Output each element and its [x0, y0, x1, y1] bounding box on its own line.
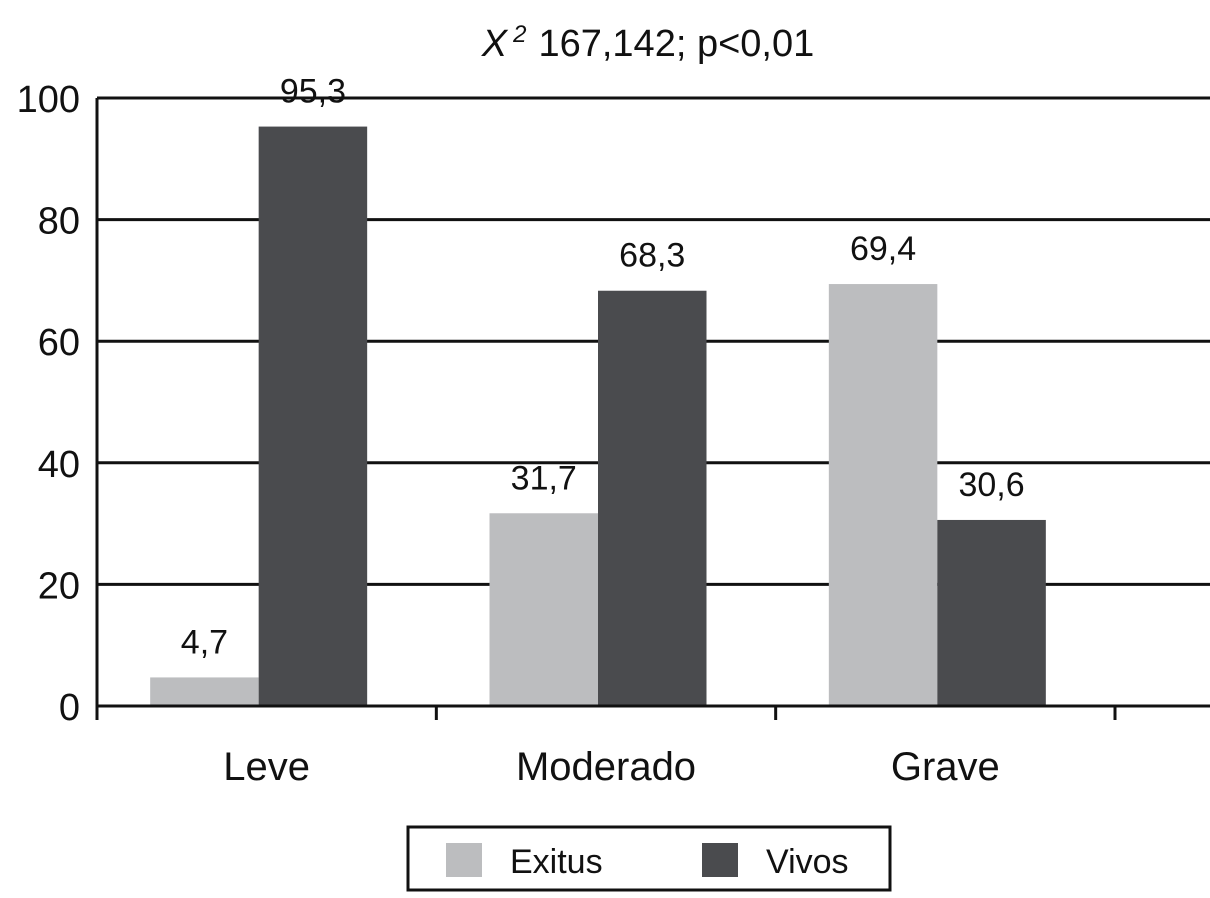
legend-label-exitus: Exitus — [510, 843, 603, 881]
x-tick-label: Leve — [223, 745, 310, 789]
y-tick-label: 40 — [38, 444, 80, 486]
bar-exitus-leve — [150, 677, 259, 706]
data-label: 30,6 — [958, 466, 1024, 504]
data-label: 31,7 — [511, 459, 577, 497]
legend-swatch-vivos — [702, 843, 738, 877]
legend: Exitus Vivos — [406, 825, 892, 892]
x-tick-label: Moderado — [516, 745, 696, 789]
y-tick-label: 20 — [38, 565, 80, 607]
legend-swatch-exitus — [446, 843, 482, 877]
legend-label-vivos: Vivos — [766, 843, 849, 881]
bar-vivos-moderado — [598, 290, 707, 706]
data-label: 95,3 — [280, 73, 346, 111]
y-tick-label: 0 — [59, 687, 80, 729]
chart-title: X 2 167,142; p<0,01 — [481, 21, 814, 65]
bar-exitus-grave — [828, 284, 938, 706]
title-text: 167,142; p<0,01 — [538, 23, 814, 65]
data-label: 68,3 — [619, 237, 685, 275]
y-tick-label: 100 — [17, 79, 80, 121]
title-stat-superscript: 2 — [512, 21, 526, 48]
title-stat-symbol: X — [481, 23, 509, 65]
y-tick-label: 80 — [38, 201, 80, 243]
x-tick-label: Grave — [891, 745, 1000, 789]
legend-box — [406, 825, 892, 892]
bar-vivos-grave — [937, 519, 1046, 706]
bar-vivos-leve — [258, 126, 368, 707]
y-tick-label: 60 — [38, 322, 80, 364]
data-label: 69,4 — [850, 230, 916, 268]
bar-exitus-moderado — [489, 513, 598, 706]
data-label: 4,7 — [181, 623, 228, 661]
